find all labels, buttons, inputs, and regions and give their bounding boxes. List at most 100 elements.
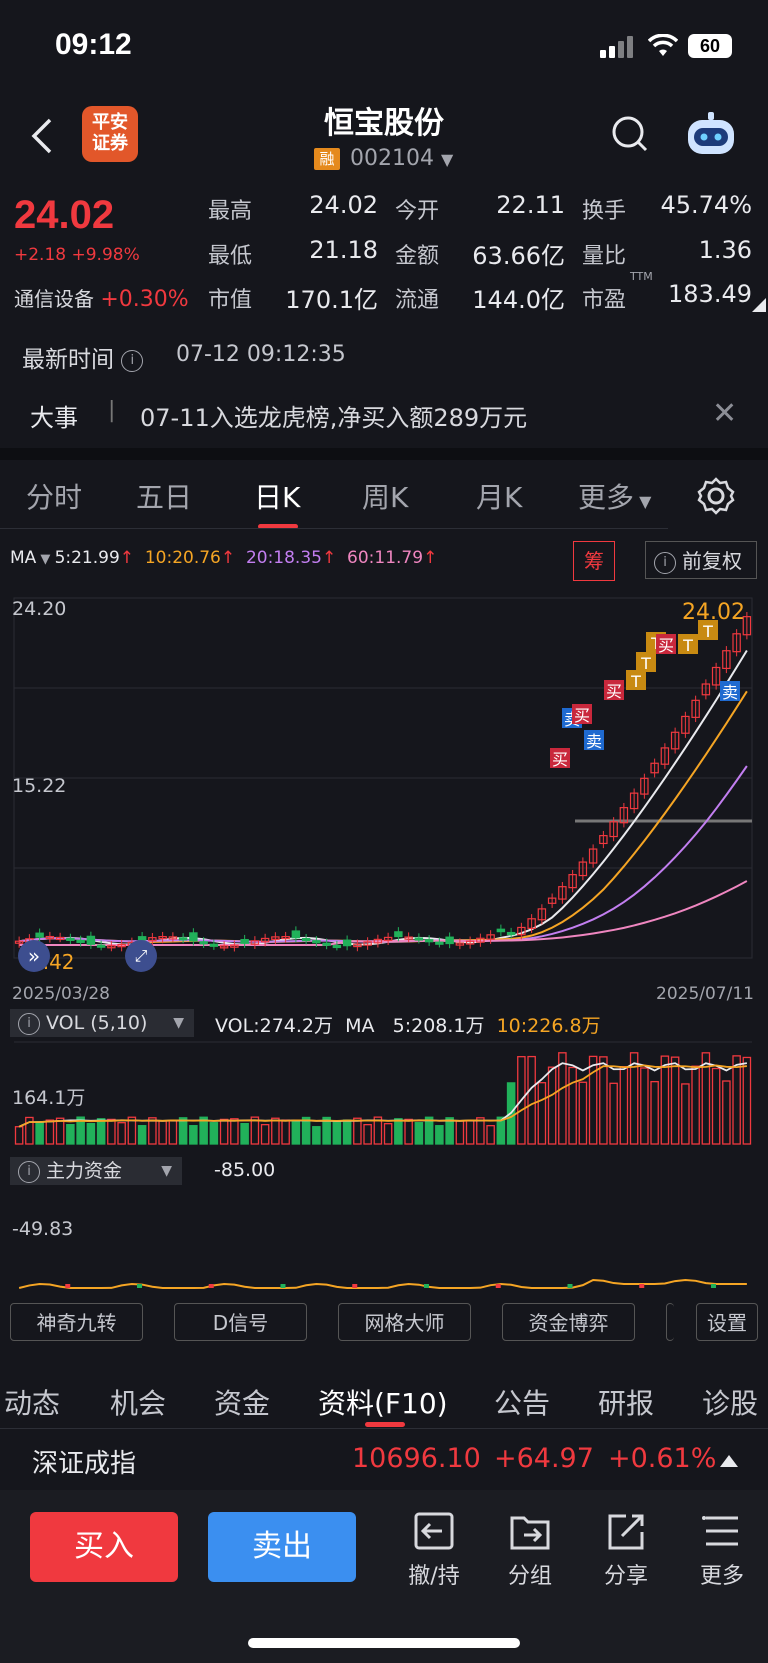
- volume-bar: [619, 1066, 629, 1145]
- sell-button[interactable]: 卖出: [208, 1512, 356, 1582]
- tool-next-partial[interactable]: [666, 1303, 674, 1341]
- tab-intraday[interactable]: 分时: [26, 481, 83, 514]
- signal-t-marker: T: [698, 620, 718, 641]
- candle-body: [219, 945, 229, 949]
- fund-flow-bar: [65, 1284, 71, 1288]
- battery-indicator: 60: [688, 34, 732, 58]
- tab-opportunity[interactable]: 机会: [110, 1387, 167, 1420]
- volume-chart[interactable]: [0, 1040, 768, 1146]
- volume-bar: [96, 1118, 106, 1145]
- candle-body: [373, 938, 383, 944]
- candle-body: [711, 666, 721, 686]
- share-button[interactable]: 分享: [586, 1510, 666, 1590]
- open-value: 22.11: [496, 191, 565, 219]
- back-icon[interactable]: [30, 116, 54, 156]
- volume-bar: [568, 1066, 577, 1145]
- tab-f10[interactable]: 资料(F10): [318, 1387, 448, 1420]
- tool-grid-master[interactable]: 网格大师: [338, 1303, 471, 1341]
- current-price: 24.02: [14, 193, 115, 237]
- tool-d-signal[interactable]: D信号: [174, 1303, 307, 1341]
- info-icon: i: [654, 551, 676, 574]
- fund-flow-bar: [280, 1284, 286, 1288]
- tab-funds[interactable]: 资金: [214, 1387, 271, 1420]
- tab-research[interactable]: 研报: [598, 1387, 655, 1420]
- tab-diagnosis[interactable]: 诊股: [702, 1387, 759, 1420]
- fund-flow-chart[interactable]: [0, 1250, 768, 1294]
- tab-news[interactable]: 动态: [4, 1387, 61, 1420]
- candle-body: [650, 762, 659, 774]
- ma20-line: [19, 765, 748, 943]
- signal-t-marker: T: [626, 670, 646, 691]
- revoke-hold-button[interactable]: 撤/持: [394, 1510, 474, 1590]
- svg-text:买: 买: [658, 636, 674, 655]
- trade-action-bar: 买入 卖出 撤/持 分组 分享 更多: [0, 1490, 768, 1663]
- fund-flow-bar: [137, 1284, 142, 1288]
- close-icon[interactable]: ✕: [712, 396, 738, 431]
- buy-button[interactable]: 买入: [30, 1512, 178, 1582]
- signal-buy-marker: 买: [604, 680, 624, 701]
- svg-text:T: T: [650, 634, 661, 653]
- candle-body: [189, 932, 198, 942]
- volume-bar: [353, 1117, 362, 1145]
- tab-five-day[interactable]: 五日: [136, 481, 193, 514]
- volume-bar: [230, 1118, 239, 1145]
- index-ticker[interactable]: 深证成指 10696.10 +64.97 +0.61%: [0, 1428, 768, 1491]
- tool-fund-game[interactable]: 资金博弈: [502, 1303, 635, 1341]
- group-button[interactable]: 分组: [490, 1510, 570, 1590]
- collapse-toggle-icon[interactable]: »: [18, 940, 50, 972]
- settings-gear-icon[interactable]: [696, 476, 736, 516]
- candle-body: [14, 940, 24, 944]
- more-button[interactable]: 更多: [682, 1510, 762, 1590]
- broker-logo[interactable]: 平安 证券: [82, 106, 138, 162]
- volume-bar: [55, 1117, 65, 1145]
- volume-bar: [722, 1080, 731, 1145]
- expand-up-icon[interactable]: [720, 1455, 738, 1467]
- tab-weekly-k[interactable]: 周K: [362, 481, 409, 514]
- signal-buy-marker: 买: [572, 704, 592, 725]
- volume-axis-label: 164.1万: [12, 1087, 86, 1109]
- turnover-value: 45.74%: [660, 191, 752, 219]
- high-value: 24.02: [309, 191, 378, 219]
- section-divider: [0, 448, 768, 460]
- candle-body: [547, 897, 557, 904]
- tab-monthly-k[interactable]: 月K: [476, 481, 523, 514]
- volume-bar: [629, 1052, 639, 1145]
- tab-daily-k[interactable]: 日K: [254, 481, 301, 514]
- tool-settings[interactable]: 设置: [696, 1303, 758, 1341]
- mktcap-label: 市值: [208, 288, 253, 313]
- candle-body: [414, 937, 424, 941]
- volume-indicator-selector[interactable]: i VOL (5,10) ▼: [10, 1009, 194, 1037]
- fullscreen-icon[interactable]: ⤢: [125, 940, 157, 972]
- robot-assistant-icon[interactable]: [684, 110, 738, 158]
- tab-announcement[interactable]: 公告: [494, 1387, 551, 1420]
- volume-bar: [35, 1121, 44, 1145]
- candle-body: [66, 937, 75, 941]
- volume-bar: [660, 1055, 670, 1145]
- fund-flow-indicator-selector[interactable]: i 主力资金 ▼: [10, 1157, 182, 1185]
- chip-distribution-button[interactable]: 筹: [573, 541, 615, 581]
- volume-bar: [45, 1119, 55, 1145]
- candle-body: [35, 932, 44, 938]
- volume-bar: [301, 1116, 311, 1145]
- adjust-mode-button[interactable]: i 前复权: [645, 541, 757, 579]
- candle-body: [517, 926, 526, 936]
- candle-body: [496, 928, 506, 933]
- tool-magic-nine[interactable]: 神奇九转: [10, 1303, 143, 1341]
- volume-bar: [732, 1055, 741, 1145]
- signal-sell-marker: 卖: [720, 681, 740, 702]
- candle-body: [691, 699, 700, 718]
- tab-more[interactable]: 更多 ▼: [578, 481, 652, 514]
- stock-code[interactable]: 002104 ▼: [350, 146, 454, 171]
- volume-bar: [394, 1118, 403, 1145]
- volume-bar: [670, 1056, 680, 1145]
- search-icon[interactable]: [610, 114, 650, 154]
- ma-legend[interactable]: MA ▼ 5:21.99↑ 10:20.76↑ 20:18.35↑ 60:11.…: [10, 548, 438, 568]
- candle-body: [332, 944, 342, 949]
- sector-info[interactable]: 通信设备 +0.30%: [14, 287, 189, 312]
- candlestick-chart[interactable]: 买卖买卖买TTT买TT卖: [0, 590, 768, 990]
- fund-flow-bar: [352, 1284, 358, 1288]
- event-banner[interactable]: 大事 | 07-11入选龙虎榜,净买入额289万元 ✕: [0, 384, 768, 448]
- volume-bar: [486, 1125, 495, 1145]
- latest-time-label: 最新时间 i: [22, 340, 149, 374]
- candle-body: [55, 936, 65, 941]
